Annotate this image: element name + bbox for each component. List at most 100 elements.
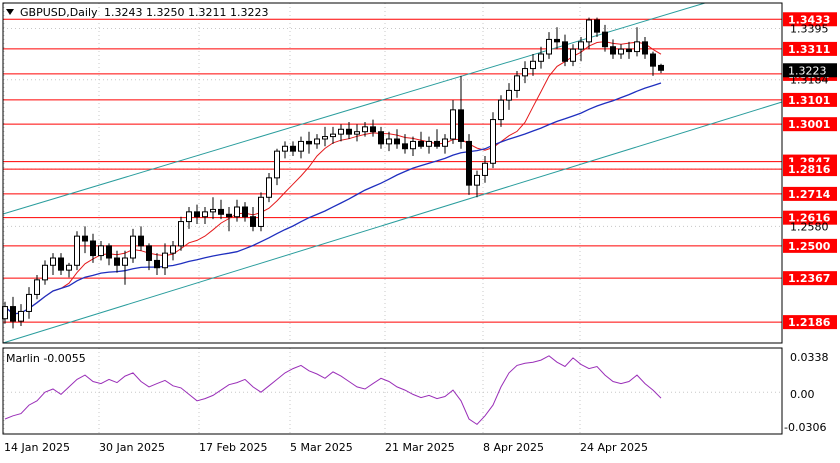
- bullish-candle: [314, 138, 320, 145]
- bullish-candle: [130, 235, 136, 259]
- bullish-candle: [522, 68, 528, 77]
- horizontal-levels: 1.34331.33111.32081.31011.30011.28471.28…: [3, 12, 837, 330]
- bearish-candle: [138, 235, 144, 247]
- bullish-candle: [122, 257, 128, 266]
- y-tick-label: 1.2580: [790, 220, 829, 233]
- y-tick-label: 1.3184: [790, 74, 829, 87]
- bearish-candle: [602, 31, 608, 48]
- x-tick-label: 8 Apr 2025: [483, 441, 544, 454]
- oscillator-line: [4, 355, 662, 426]
- oscillator-frame: [2, 347, 783, 435]
- bullish-candle: [330, 133, 336, 138]
- bullish-candle: [98, 245, 104, 257]
- level-label: 1.2616: [788, 212, 831, 225]
- bearish-candle: [650, 53, 656, 67]
- bearish-candle: [82, 235, 88, 242]
- bullish-candle: [338, 128, 344, 135]
- bearish-candle: [610, 46, 616, 55]
- oscillator-panel: [3, 355, 782, 426]
- bullish-candle: [506, 89, 512, 101]
- bullish-candle: [386, 138, 392, 145]
- bullish-candle: [578, 41, 584, 50]
- ohlc-values: 1.3243 1.3250 1.3211 1.3223: [104, 6, 268, 19]
- bullish-candle: [450, 109, 456, 140]
- level-badge: [783, 92, 837, 107]
- x-tick-label: 17 Feb 2025: [199, 441, 267, 454]
- current-price-label: 1.3223: [788, 64, 827, 77]
- current-price-badge: [783, 63, 837, 78]
- bullish-candle: [354, 131, 360, 135]
- bullish-candle: [202, 211, 208, 218]
- bullish-candle: [266, 177, 272, 198]
- bullish-candle: [322, 136, 328, 140]
- bearish-candle: [226, 213, 232, 218]
- bullish-candle: [490, 119, 496, 164]
- bullish-candle: [50, 257, 56, 266]
- bearish-candle: [370, 126, 376, 133]
- bullish-candle: [498, 99, 504, 121]
- bullish-candle: [42, 264, 48, 281]
- level-badge: [783, 238, 837, 253]
- level-label: 1.2186: [788, 316, 831, 329]
- bearish-candle: [242, 206, 248, 218]
- level-badge: [783, 210, 837, 225]
- bearish-candle: [418, 140, 424, 147]
- x-tick-label: 14 Jan 2025: [4, 441, 70, 454]
- bearish-candle: [402, 143, 408, 150]
- bullish-candle: [66, 264, 72, 271]
- bullish-candle: [74, 235, 80, 266]
- bearish-candle: [434, 140, 440, 147]
- oscillator-label: Marlin -0.0055: [6, 352, 86, 365]
- symbol-label: GBPUSD,Daily: [20, 6, 98, 19]
- level-label: 1.3433: [788, 13, 830, 26]
- level-badge: [783, 117, 837, 132]
- bullish-candle: [170, 245, 176, 254]
- x-tick-label: 21 Mar 2025: [385, 441, 455, 454]
- bullish-candle: [162, 252, 168, 269]
- bullish-candle: [586, 19, 592, 43]
- bullish-candle: [426, 140, 432, 147]
- bullish-candle: [282, 145, 288, 152]
- bearish-candle: [250, 216, 256, 227]
- trend-channel: [2, 2, 783, 344]
- collapse-triangle-icon[interactable]: [6, 9, 14, 15]
- oscillator-tick-top: 0.0338: [790, 351, 829, 364]
- level-label: 1.3311: [788, 43, 830, 56]
- bullish-candle: [618, 48, 624, 55]
- x-tick-label: 30 Jan 2025: [99, 441, 165, 454]
- grid: [3, 3, 782, 434]
- bearish-candle: [378, 131, 384, 145]
- bearish-candle: [466, 140, 472, 186]
- level-badge: [783, 162, 837, 177]
- bullish-candle: [34, 279, 40, 295]
- bullish-candle: [18, 310, 24, 322]
- bearish-candle: [114, 257, 120, 266]
- bullish-candle: [298, 140, 304, 152]
- channel-upper-line: [2, 2, 706, 215]
- bullish-candle: [26, 293, 32, 312]
- bullish-candle: [186, 211, 192, 223]
- bullish-candle: [538, 53, 544, 62]
- bearish-candle: [554, 38, 560, 43]
- bullish-candle: [362, 126, 368, 133]
- bearish-candle: [642, 41, 648, 55]
- bearish-candle: [58, 257, 64, 271]
- bullish-candle: [634, 41, 640, 53]
- level-label: 1.2500: [788, 240, 831, 253]
- bullish-candle: [258, 196, 264, 227]
- bearish-candle: [306, 140, 312, 145]
- bullish-candle: [234, 206, 240, 218]
- moving-averages: [4, 41, 662, 315]
- bearish-candle: [562, 41, 568, 62]
- bullish-candle: [482, 162, 488, 176]
- level-badge: [783, 12, 837, 27]
- bearish-candle: [10, 306, 16, 322]
- bullish-candle: [210, 208, 216, 213]
- bullish-candle: [546, 38, 552, 55]
- y-tick-label: 1.3395: [790, 23, 829, 36]
- level-label: 1.3101: [788, 94, 830, 107]
- level-badge: [783, 271, 837, 286]
- bearish-candle: [146, 245, 152, 261]
- bullish-candle: [178, 221, 184, 247]
